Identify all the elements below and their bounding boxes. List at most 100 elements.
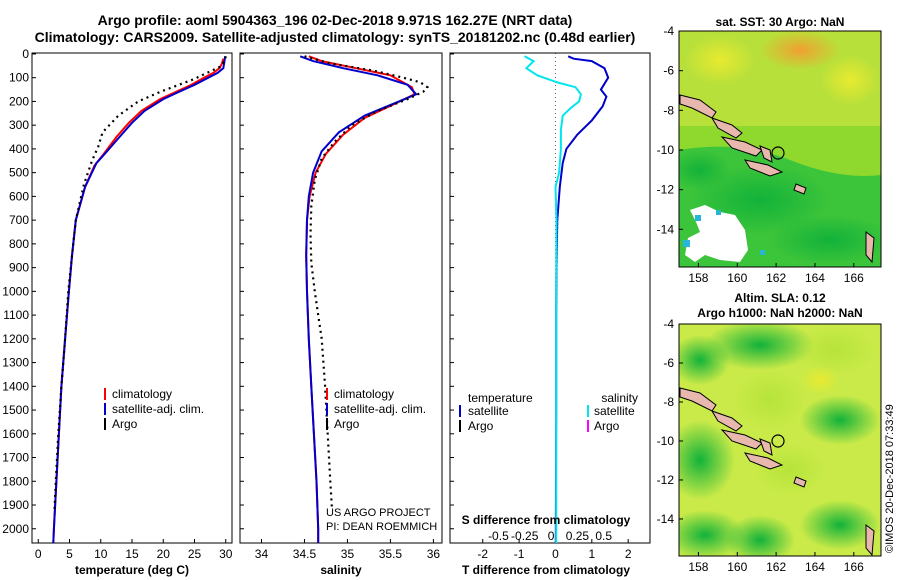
salinity-legend: climatology satellite-adj. clim. Argo (326, 387, 426, 431)
copyright-text: ©IMOS 20-Dec-2018 07:33:49 (884, 404, 896, 553)
s-diff-tick-label: 0 (548, 529, 555, 543)
depth-tick-label: 1800 (2, 474, 29, 488)
legend-title-temperature: temperature (468, 391, 533, 405)
depth-tick-label: 100 (9, 71, 29, 85)
temperature-legend: climatology satellite-adj. clim. Argo (104, 387, 204, 431)
depth-tick-label: 1900 (2, 498, 29, 512)
lon-tick-label: 160 (727, 560, 747, 574)
lon-tick-label: 166 (844, 271, 864, 285)
credit-pi: PI: DEAN ROEMMICH (326, 521, 437, 533)
depth-tick-label: 1500 (2, 403, 29, 417)
lat-tick-label: -8 (663, 395, 674, 409)
depth-tick-label: 1700 (2, 451, 29, 465)
legend-swatch-satellite (326, 403, 328, 415)
x-tick-label: 1 (588, 547, 595, 561)
lat-tick-label: -6 (663, 356, 674, 370)
depth-tick-label: 1300 (2, 356, 29, 370)
series-line-salinity-satellite (524, 55, 582, 543)
legend-label-satellite: satellite-adj. clim. (334, 402, 426, 416)
island-makira (793, 476, 807, 488)
lon-tick-label: 164 (805, 560, 825, 574)
s-difference-axis-label: S difference from climatology (462, 513, 631, 527)
sla-map: Altim. SLA: 0.12 Argo h1000: NaN h2000: … (657, 291, 882, 574)
legend-label-s-argo: Argo (594, 419, 620, 433)
legend-label-climatology: climatology (334, 387, 394, 401)
legend-swatch-satellite (104, 403, 106, 415)
lat-tick-label: -4 (663, 317, 674, 331)
x-tick-label: 34.5 (293, 547, 317, 561)
island-makira (793, 183, 807, 195)
legend-label-s-satellite: satellite (594, 404, 635, 418)
x-tick-label: 34 (255, 547, 269, 561)
legend-label-t-satellite: satellite (468, 404, 509, 418)
difference-panel: -2 -1 0 1 2 -0.5 -0.25 0 0.25 0.5 T difference f… (449, 52, 651, 577)
island-malaita (759, 145, 773, 163)
depth-tick-label: 0 (22, 47, 29, 61)
legend-swatch-t-satellite (459, 405, 461, 417)
depth-tick-label: 1600 (2, 427, 29, 441)
title-line-2: Climatology: CARS2009. Satellite-adjuste… (35, 29, 636, 45)
depth-tick-label: 1100 (3, 308, 29, 322)
lon-tick-label: 160 (727, 271, 747, 285)
x-tick-label: 0 (552, 547, 559, 561)
legend-swatch-climatology (104, 388, 106, 400)
depth-tick-label: 700 (9, 213, 29, 227)
depth-tick-label: 500 (9, 166, 29, 180)
argo-position-marker (771, 434, 785, 448)
x-tick-label: 35.5 (379, 547, 403, 561)
salinity-axis-label: salinity (320, 563, 362, 577)
legend-label-argo: Argo (112, 417, 138, 431)
legend-swatch-s-argo (587, 420, 589, 432)
sst-map-title: sat. SST: 30 Argo: NaN (716, 15, 845, 29)
legend-swatch-argo (104, 418, 106, 430)
legend-swatch-s-satellite (587, 405, 589, 417)
island-guadalcanal (743, 159, 784, 177)
series-line-satellite-adj-clim- (52, 56, 227, 544)
lat-tick-label: -12 (657, 183, 675, 197)
depth-tick-label: 1400 (2, 379, 29, 393)
x-tick-label: 36 (427, 547, 441, 561)
x-tick-label: 10 (94, 547, 108, 561)
x-tick-label: 2 (625, 547, 632, 561)
island-choiseul (710, 410, 743, 432)
lon-tick-label: 158 (688, 271, 708, 285)
legend-title-salinity: salinity (601, 391, 638, 405)
x-tick-label: 20 (157, 547, 171, 561)
lat-tick-label: -12 (657, 473, 675, 487)
argo-position-marker (771, 146, 785, 160)
temperature-axis-label: temperature (deg C) (75, 563, 189, 577)
x-tick-label: -1 (514, 547, 525, 561)
lat-tick-label: -14 (657, 512, 675, 526)
lat-tick-label: -6 (663, 64, 674, 78)
depth-tick-label: 900 (9, 261, 29, 275)
legend-label-climatology: climatology (112, 387, 172, 401)
x-tick-label: 5 (66, 547, 73, 561)
depth-tick-label: 1200 (2, 332, 29, 346)
depth-tick-label: 400 (9, 142, 29, 156)
series-line-satellite-adj-clim- (299, 55, 418, 543)
title-line-1: Argo profile: aoml 5904363_196 02-Dec-20… (98, 12, 573, 28)
t-difference-axis-label: T difference from climatology (462, 563, 630, 577)
x-tick-label: 35 (341, 547, 355, 561)
credit-project: US ARGO PROJECT (326, 507, 431, 519)
legend-swatch-argo (326, 418, 328, 430)
legend-label-t-argo: Argo (468, 419, 494, 433)
legend-swatch-t-argo (459, 420, 461, 432)
depth-tick-label: 2000 (2, 522, 29, 536)
depth-tick-label: 800 (9, 237, 29, 251)
lon-tick-label: 166 (844, 560, 864, 574)
s-diff-tick-label: 0.5 (595, 529, 612, 543)
lon-tick-label: 158 (688, 560, 708, 574)
depth-tick-label: 200 (9, 94, 29, 108)
island-guadalcanal (743, 452, 784, 470)
series-line-argo (53, 56, 227, 510)
lat-tick-label: -4 (663, 24, 674, 38)
x-tick-label: 15 (125, 547, 139, 561)
legend-swatch-climatology (326, 388, 328, 400)
island-malaita (759, 438, 773, 456)
sla-map-title-2: Argo h1000: NaN h2000: NaN (697, 306, 862, 320)
depth-tick-label: 300 (9, 118, 29, 132)
difference-legend: temperature satellite Argo salinity sate… (459, 391, 638, 433)
lon-tick-label: 162 (766, 271, 786, 285)
